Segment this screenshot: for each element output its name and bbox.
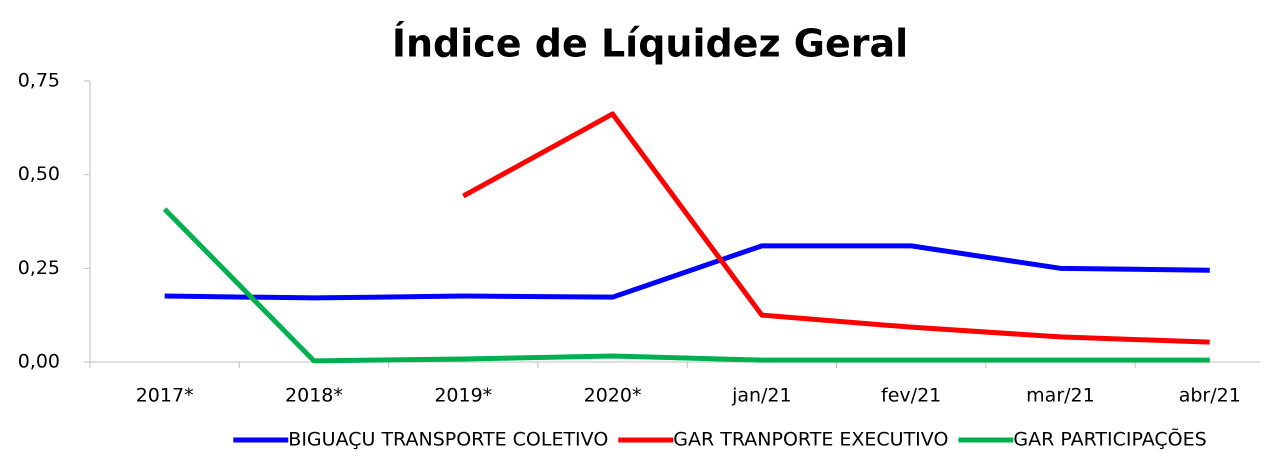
x-tick-label: abr/21 xyxy=(1179,385,1241,407)
y-tick-label: 0,75 xyxy=(18,70,60,92)
x-tick-label: jan/21 xyxy=(731,385,792,407)
legend-label: BIGUAÇU TRANSPORTE COLETIVO xyxy=(288,429,608,451)
y-tick-label: 0,00 xyxy=(18,351,60,373)
y-tick-label: 0,25 xyxy=(18,257,60,279)
x-tick-label: 2019* xyxy=(434,385,492,407)
series-line xyxy=(164,243,1210,301)
x-tick-label: fev/21 xyxy=(881,385,941,407)
series-line xyxy=(462,111,1210,345)
series-line xyxy=(162,207,1210,364)
legend-label: GAR PARTICIPAÇÕES xyxy=(1013,428,1206,451)
y-tick-label: 0,50 xyxy=(18,163,60,185)
x-tick-label: 2018* xyxy=(285,385,343,407)
chart-title: Índice de Líquidez Geral xyxy=(392,22,908,66)
x-tick-label: 2017* xyxy=(136,385,194,407)
legend-label: GAR TRANPORTE EXECUTIVO xyxy=(673,429,948,451)
x-tick-label: 2020* xyxy=(584,385,642,407)
x-tick-label: mar/21 xyxy=(1026,385,1095,407)
